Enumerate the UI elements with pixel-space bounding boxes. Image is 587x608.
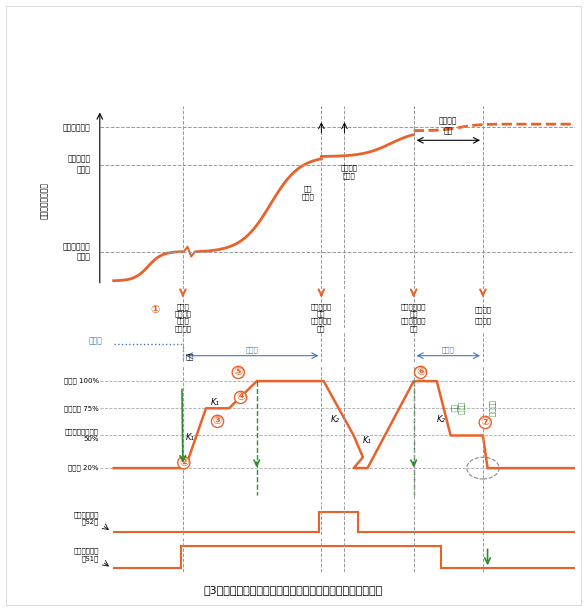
Text: 漏れ
予測値: 漏れ 予測値 [301,186,314,200]
Text: リセット: リセット [489,400,495,417]
Text: バッチエンド
到達: バッチエンド 到達 [401,317,426,331]
Text: 漏れ検出
期間: 漏れ検出 期間 [439,116,457,136]
Text: ③: ③ [213,416,222,426]
Text: ⑤: ⑤ [234,367,243,378]
Text: リセット: リセット [474,307,491,313]
Text: K₂: K₂ [331,415,340,424]
Text: 漏れ検出
設定値: 漏れ検出 設定値 [340,165,357,179]
Text: 弁閉: 弁閉 [185,354,194,360]
Text: ①: ① [150,305,160,315]
Text: リセット: リセット [474,317,491,324]
Text: 初期流鈇積算
制限値: 初期流鈇積算 制限値 [63,242,90,261]
Text: 弁全開: 弁全開 [246,347,258,353]
Text: バッチ
終了: バッチ 終了 [450,402,465,415]
Text: プリバッチ
到達: プリバッチ 到達 [311,303,332,317]
Text: 制限設定 75%: 制限設定 75% [64,405,99,412]
Text: 設定値 100%: 設定値 100% [64,378,99,384]
Text: バッチ
スタート: バッチ スタート [174,303,191,317]
Text: 弁全閉: 弁全閉 [442,347,455,353]
Text: 図3　バッチ進行とプログラム出力のタイミングチャート例: 図3 バッチ進行とプログラム出力のタイミングチャート例 [204,585,383,595]
Text: バッチ設定値: バッチ設定値 [63,123,90,132]
Text: 動作スイッチ
（S1）: 動作スイッチ （S1） [73,548,99,562]
Text: K₁: K₁ [363,437,372,446]
Text: プリバッチ
到達: プリバッチ 到達 [311,317,332,331]
Text: 初期値 20%: 初期値 20% [68,465,99,471]
Text: K₁: K₁ [185,433,194,442]
Text: 弁開度: 弁開度 [88,336,102,345]
Text: K₂: K₂ [437,415,446,424]
Text: ④: ④ [236,392,245,402]
Text: ②: ② [179,458,188,468]
Text: ⑦: ⑦ [481,418,490,427]
Text: バッチ
スタート: バッチ スタート [174,317,191,331]
Text: バッチエンド
到達: バッチエンド 到達 [401,303,426,317]
Text: プリバッチ
設定値: プリバッチ 設定値 [68,155,90,174]
Text: スローダウン設定
50%: スローダウン設定 50% [65,429,99,442]
Text: ⑥: ⑥ [416,367,426,378]
Text: 入カパルス積算値: 入カパルス積算値 [40,182,49,218]
Text: K₁: K₁ [211,398,220,407]
Text: 中断スイッチ
（S2）: 中断スイッチ （S2） [73,511,99,525]
